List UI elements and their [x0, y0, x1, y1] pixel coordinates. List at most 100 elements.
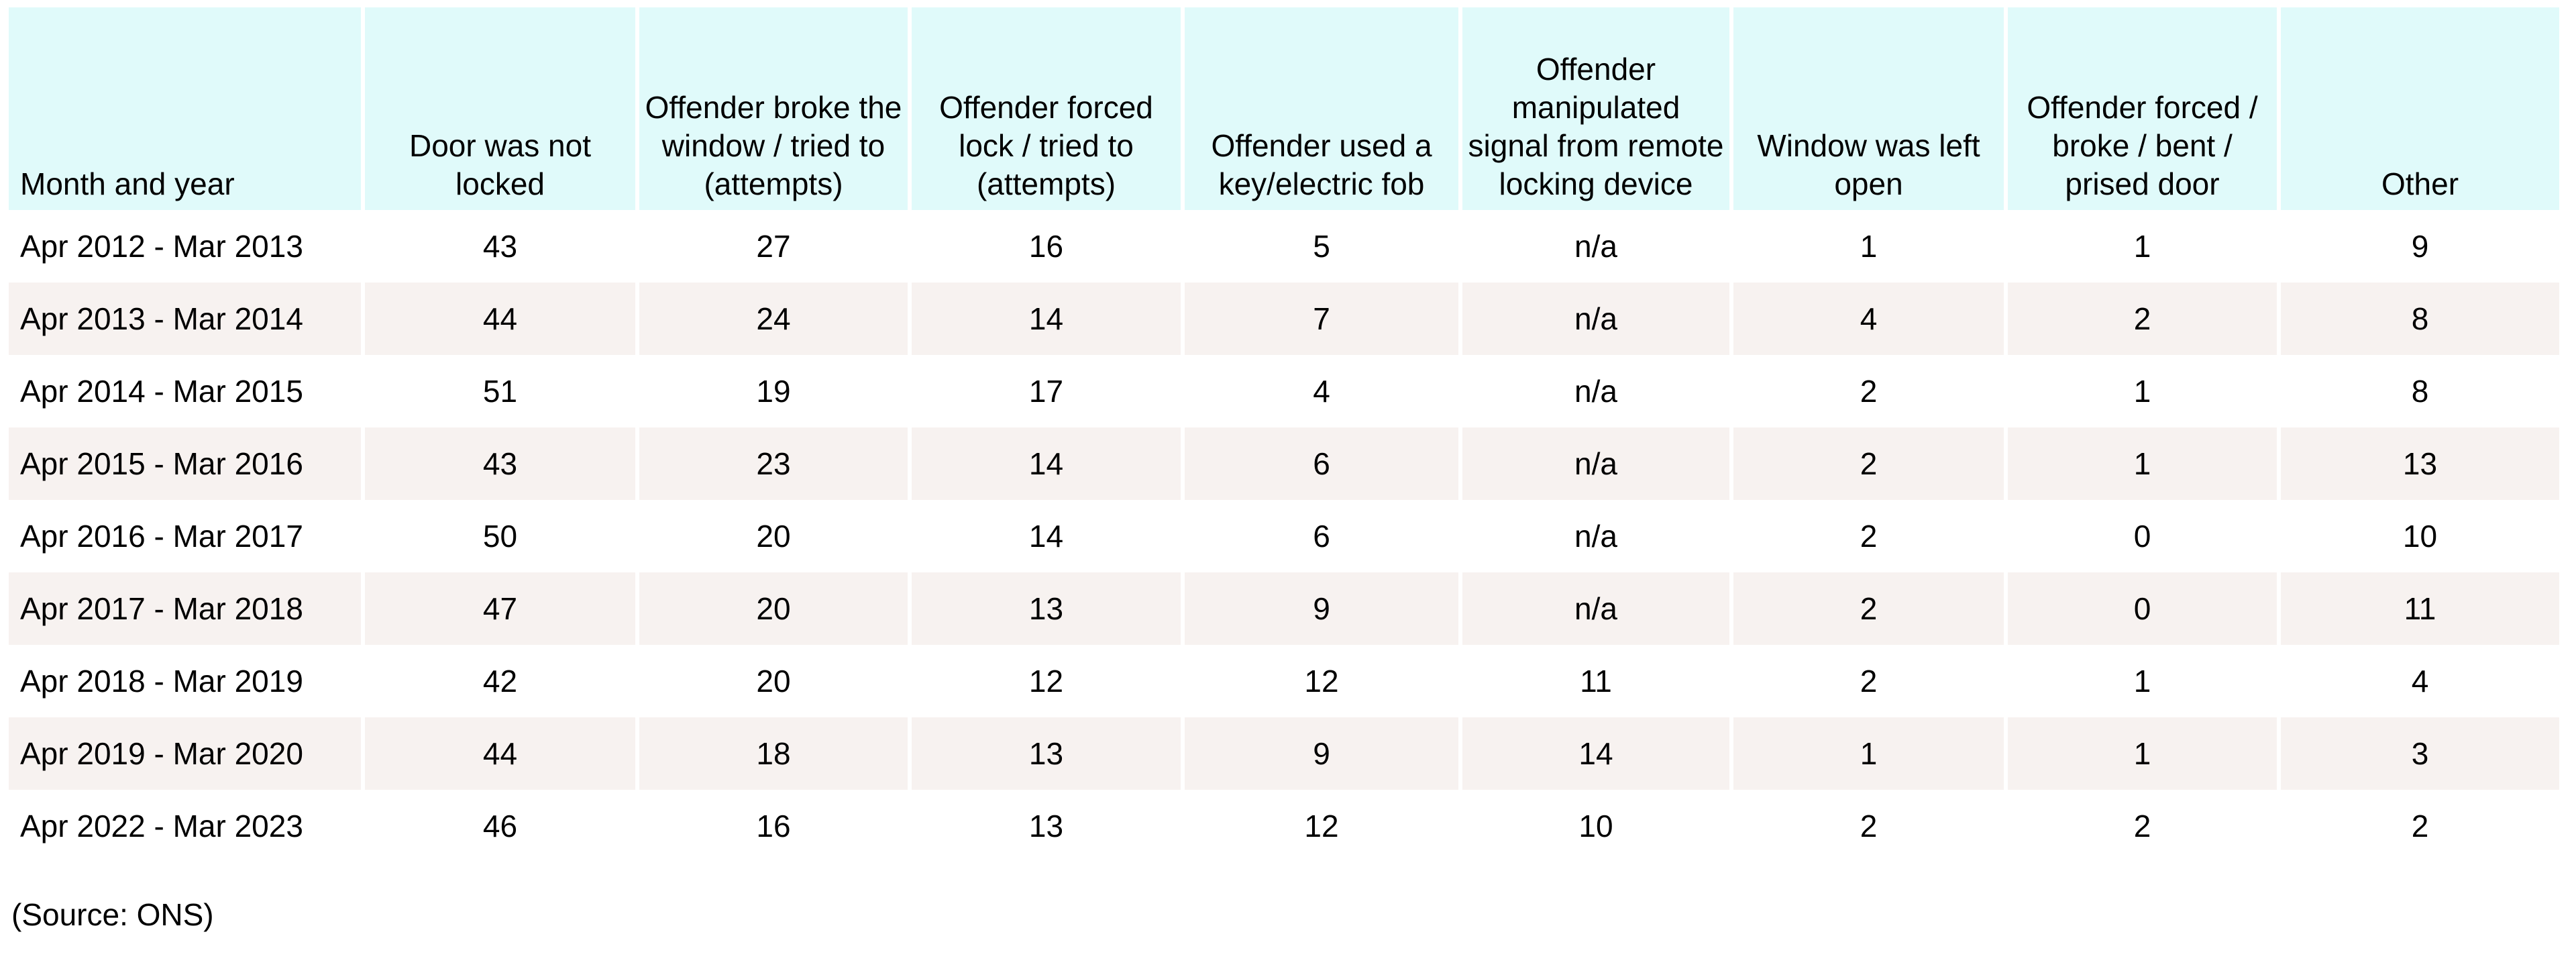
value-cell: 20	[639, 645, 908, 717]
table-row: Apr 2022 - Mar 2023 46 16 13 12 10 2 2 2	[9, 790, 2559, 862]
value-cell: 2	[1733, 572, 2004, 645]
value-cell: 2	[1733, 500, 2004, 572]
value-cell: 1	[2008, 717, 2277, 790]
table-row: Apr 2018 - Mar 2019 42 20 12 12 11 2 1 4	[9, 645, 2559, 717]
column-header-broke-window: Offender broke the window / tried to (at…	[639, 7, 908, 210]
value-cell: 24	[639, 283, 908, 355]
value-cell: 13	[912, 717, 1181, 790]
value-cell: 16	[912, 210, 1181, 283]
value-cell: 1	[2008, 427, 2277, 500]
value-cell: 2	[1733, 790, 2004, 862]
value-cell: 18	[639, 717, 908, 790]
value-cell: 1	[2008, 645, 2277, 717]
value-cell: 10	[2281, 500, 2559, 572]
column-header-used-key-fob: Offender used a key/electric fob	[1185, 7, 1458, 210]
column-header-window-left-open: Window was left open	[1733, 7, 2004, 210]
table-row: Apr 2012 - Mar 2013 43 27 16 5 n/a 1 1 9	[9, 210, 2559, 283]
value-cell: 13	[2281, 427, 2559, 500]
value-cell: 47	[365, 572, 635, 645]
value-cell: 9	[1185, 572, 1458, 645]
period-cell: Apr 2014 - Mar 2015	[9, 355, 361, 427]
value-cell: 2	[2281, 790, 2559, 862]
value-cell: 6	[1185, 500, 1458, 572]
value-cell: 2	[1733, 427, 2004, 500]
value-cell: 0	[2008, 500, 2277, 572]
value-cell: 12	[1185, 790, 1458, 862]
value-cell: 4	[1733, 283, 2004, 355]
value-cell: 46	[365, 790, 635, 862]
period-cell: Apr 2013 - Mar 2014	[9, 283, 361, 355]
period-cell: Apr 2017 - Mar 2018	[9, 572, 361, 645]
value-cell: 1	[1733, 210, 2004, 283]
value-cell: 1	[1733, 717, 2004, 790]
value-cell: 8	[2281, 355, 2559, 427]
value-cell: 43	[365, 210, 635, 283]
value-cell: 16	[639, 790, 908, 862]
value-cell: n/a	[1462, 355, 1729, 427]
table-row: Apr 2016 - Mar 2017 50 20 14 6 n/a 2 0 1…	[9, 500, 2559, 572]
value-cell: 51	[365, 355, 635, 427]
table-row: Apr 2017 - Mar 2018 47 20 13 9 n/a 2 0 1…	[9, 572, 2559, 645]
value-cell: 12	[1185, 645, 1458, 717]
source-note: (Source: ONS)	[11, 897, 214, 932]
table-row: Apr 2015 - Mar 2016 43 23 14 6 n/a 2 1 1…	[9, 427, 2559, 500]
column-header-door-not-locked: Door was not locked	[365, 7, 635, 210]
column-header-month-year: Month and year	[9, 7, 361, 210]
value-cell: 44	[365, 283, 635, 355]
value-cell: 14	[912, 283, 1181, 355]
value-cell: n/a	[1462, 427, 1729, 500]
value-cell: n/a	[1462, 283, 1729, 355]
value-cell: 7	[1185, 283, 1458, 355]
value-cell: 4	[1185, 355, 1458, 427]
period-cell: Apr 2016 - Mar 2017	[9, 500, 361, 572]
value-cell: 1	[2008, 355, 2277, 427]
value-cell: 5	[1185, 210, 1458, 283]
column-header-forced-lock: Offender forced lock / tried to (attempt…	[912, 7, 1181, 210]
value-cell: 20	[639, 572, 908, 645]
value-cell: 2	[1733, 355, 2004, 427]
value-cell: n/a	[1462, 210, 1729, 283]
column-header-forced-door: Offender forced / broke / bent / prised …	[2008, 7, 2277, 210]
value-cell: 0	[2008, 572, 2277, 645]
column-header-manipulated-signal: Offender manipulated signal from remote …	[1462, 7, 1729, 210]
value-cell: 11	[1462, 645, 1729, 717]
value-cell: 17	[912, 355, 1181, 427]
value-cell: 50	[365, 500, 635, 572]
value-cell: 43	[365, 427, 635, 500]
value-cell: 27	[639, 210, 908, 283]
period-cell: Apr 2019 - Mar 2020	[9, 717, 361, 790]
header-row: Month and year Door was not locked Offen…	[9, 7, 2559, 210]
value-cell: 42	[365, 645, 635, 717]
value-cell: n/a	[1462, 500, 1729, 572]
value-cell: 6	[1185, 427, 1458, 500]
column-header-other: Other	[2281, 7, 2559, 210]
period-cell: Apr 2022 - Mar 2023	[9, 790, 361, 862]
data-table: Month and year Door was not locked Offen…	[5, 7, 2563, 862]
value-cell: 14	[1462, 717, 1729, 790]
value-cell: 23	[639, 427, 908, 500]
value-cell: 20	[639, 500, 908, 572]
value-cell: 2	[1733, 645, 2004, 717]
period-cell: Apr 2018 - Mar 2019	[9, 645, 361, 717]
value-cell: n/a	[1462, 572, 1729, 645]
value-cell: 12	[912, 645, 1181, 717]
value-cell: 9	[1185, 717, 1458, 790]
value-cell: 10	[1462, 790, 1729, 862]
value-cell: 14	[912, 427, 1181, 500]
period-cell: Apr 2012 - Mar 2013	[9, 210, 361, 283]
period-cell: Apr 2015 - Mar 2016	[9, 427, 361, 500]
value-cell: 19	[639, 355, 908, 427]
value-cell: 44	[365, 717, 635, 790]
value-cell: 13	[912, 572, 1181, 645]
value-cell: 14	[912, 500, 1181, 572]
table-row: Apr 2014 - Mar 2015 51 19 17 4 n/a 2 1 8	[9, 355, 2559, 427]
value-cell: 8	[2281, 283, 2559, 355]
value-cell: 4	[2281, 645, 2559, 717]
value-cell: 1	[2008, 210, 2277, 283]
value-cell: 3	[2281, 717, 2559, 790]
value-cell: 2	[2008, 283, 2277, 355]
value-cell: 9	[2281, 210, 2559, 283]
value-cell: 13	[912, 790, 1181, 862]
value-cell: 11	[2281, 572, 2559, 645]
table-row: Apr 2019 - Mar 2020 44 18 13 9 14 1 1 3	[9, 717, 2559, 790]
